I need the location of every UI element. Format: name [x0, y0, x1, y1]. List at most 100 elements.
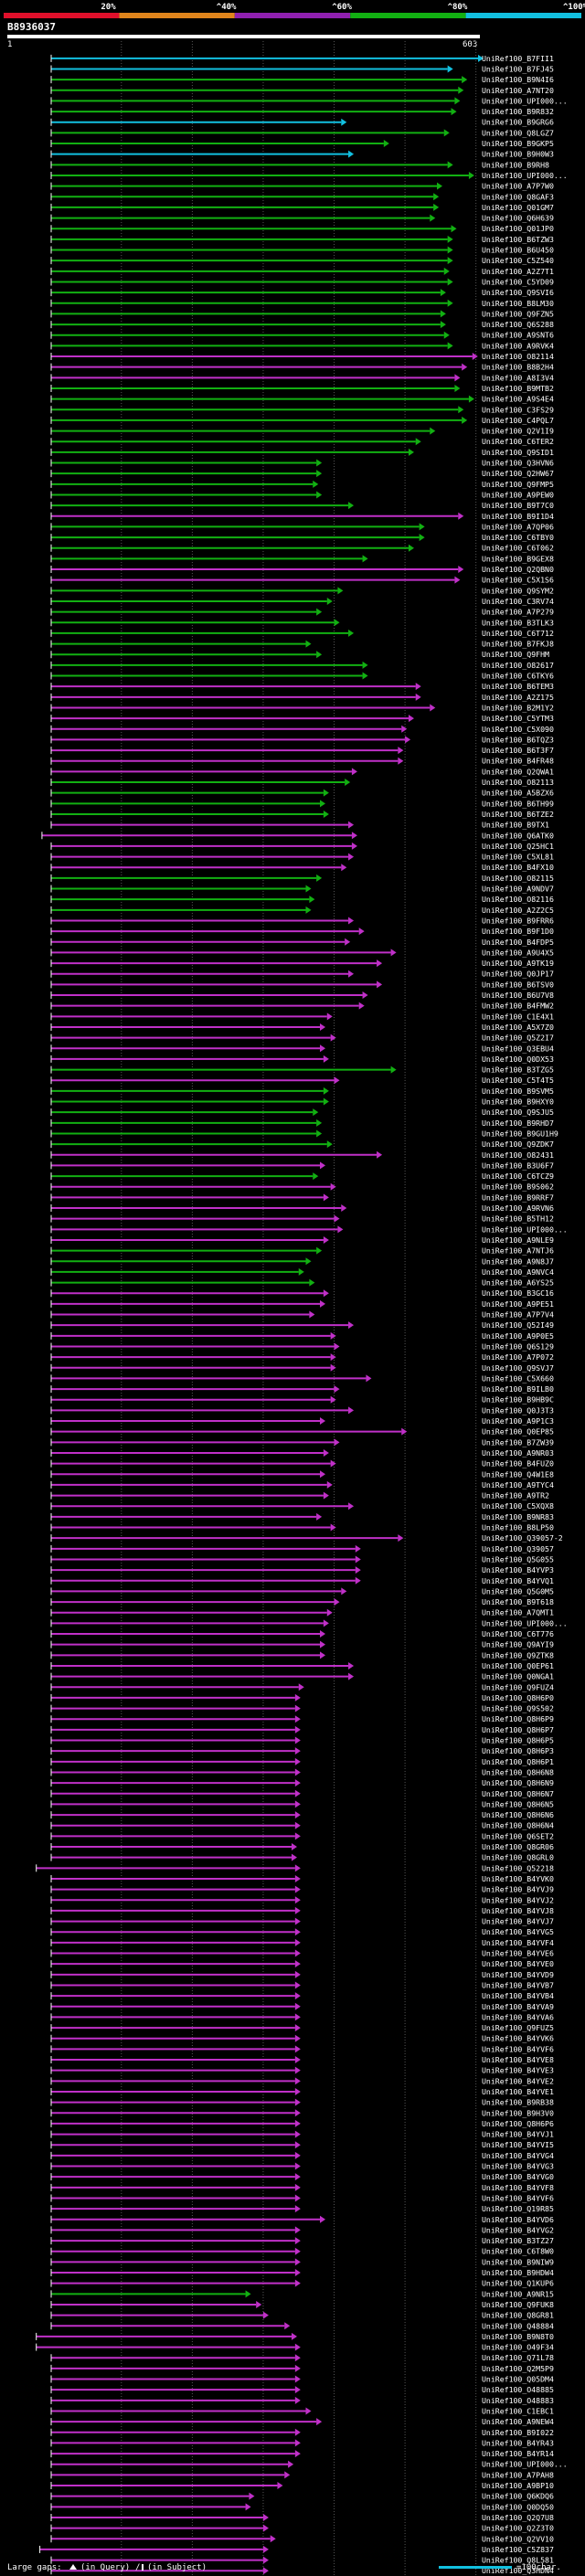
hit-label: UniRef100_A5BZX6	[482, 789, 554, 798]
hit-end-arrow	[377, 959, 383, 968]
hit-end-arrow	[294, 2098, 301, 2106]
hit-label: UniRef100_Q9SID1	[482, 448, 554, 457]
hit-end-arrow	[454, 97, 461, 105]
hit-label: UniRef100_C6T776	[482, 1629, 554, 1638]
hit-label: UniRef100_Q52I49	[482, 1320, 554, 1330]
hit-label: UniRef100_B8B2H4	[482, 363, 554, 372]
hit-label: UniRef100_B4YVJ1	[482, 2130, 554, 2139]
hit-label: UniRef100_B9T618	[482, 1597, 554, 1606]
hit-label: UniRef100_B4YVD9	[482, 1970, 554, 1979]
hit-label: UniRef100_Q48884	[482, 2321, 554, 2330]
hit-end-arrow	[358, 1002, 365, 1010]
hit-label: UniRef100_C6T062	[482, 544, 554, 553]
hit-end-arrow	[443, 331, 450, 339]
hit-label: UniRef100_B9TX1	[482, 821, 549, 830]
hit-label: UniRef100_B7ZW39	[482, 1437, 554, 1447]
hit-end-arrow	[294, 2119, 301, 2127]
hit-label: UniRef100_Q8H6N7	[482, 1789, 554, 1798]
hit-end-arrow	[294, 1949, 301, 1957]
hit-end-arrow	[316, 491, 323, 499]
hit-end-arrow	[320, 1470, 326, 1479]
hit-end-arrow	[320, 1417, 326, 1426]
hit-label: UniRef100_A7P072	[482, 1352, 554, 1362]
hit-end-arrow	[294, 2013, 301, 2021]
hit-end-arrow	[294, 2450, 301, 2458]
hit-label: UniRef100_B8LP50	[482, 1523, 554, 1532]
hit-end-arrow	[330, 1353, 336, 1362]
hit-label: UniRef100_B4YR14	[482, 2449, 554, 2458]
legend-slash: /	[135, 2563, 140, 2572]
hit-end-arrow	[341, 1587, 347, 1595]
hit-end-arrow	[447, 342, 453, 350]
hit-label: UniRef100_Q9SJU5	[482, 1108, 554, 1117]
hit-end-arrow	[313, 480, 319, 488]
hit-label: UniRef100_B4YVE1	[482, 2087, 554, 2096]
hit-end-arrow	[262, 2513, 269, 2521]
hit-label: UniRef100_A9NR15	[482, 2289, 554, 2298]
hit-end-arrow	[454, 374, 461, 382]
hit-end-arrow	[330, 1523, 336, 1532]
hit-label: UniRef100_A9BP10	[482, 2481, 554, 2490]
hit-end-arrow	[320, 1640, 326, 1648]
hit-label: UniRef100_Q0DX53	[482, 1055, 554, 1064]
hit-end-arrow	[326, 1480, 333, 1489]
hit-label: UniRef100_O49F34	[482, 2343, 554, 2352]
hit-label: UniRef100_C5XL81	[482, 853, 554, 862]
hit-label: UniRef100_B9I022	[482, 2428, 554, 2437]
hit-label: UniRef100_Q8H6P6	[482, 2119, 554, 2128]
hit-label: UniRef100_B9SVM5	[482, 1087, 554, 1096]
hit-label: UniRef100_B4YVG0	[482, 2172, 554, 2181]
hit-end-arrow	[305, 885, 312, 893]
hit-end-arrow	[323, 1055, 329, 1063]
hit-label: UniRef100_B9NR83	[482, 1512, 554, 1521]
hit-end-arrow	[305, 1257, 312, 1266]
hit-end-arrow	[294, 2439, 301, 2447]
hit-label: UniRef100_Q9FHM	[482, 650, 549, 659]
hit-label: UniRef100_Q2QBN0	[482, 565, 554, 574]
hit-end-arrow	[294, 1715, 301, 1723]
hit-label: UniRef100_Q0JP17	[482, 970, 554, 979]
hit-end-arrow	[309, 896, 315, 904]
hit-label: UniRef100_Q8GR81	[482, 2311, 554, 2320]
hit-end-arrow	[326, 1608, 333, 1617]
hit-label: UniRef100_B3GC16	[482, 1288, 554, 1298]
hit-label: UniRef100_Q9ZTK8	[482, 1650, 554, 1659]
hit-label: UniRef100_B9H0W3	[482, 150, 554, 159]
hit-end-arrow	[294, 1768, 301, 1776]
hit-end-arrow	[294, 2151, 301, 2159]
hit-label: UniRef100_B9HXY0	[482, 1097, 554, 1107]
hit-label: UniRef100_Q01JP0	[482, 224, 554, 233]
hit-end-arrow	[355, 1555, 361, 1564]
hit-label: UniRef100_UPI000...	[482, 1224, 568, 1234]
hit-label: UniRef100_B4YVQ1	[482, 1576, 554, 1585]
hit-label: UniRef100_A7QP06	[482, 522, 554, 531]
hit-end-arrow	[262, 2567, 269, 2575]
hit-label: UniRef100_A9RVN6	[482, 1203, 554, 1213]
hit-label: UniRef100_B4YVE2	[482, 2076, 554, 2085]
hit-end-arrow	[294, 1960, 301, 1968]
hit-end-arrow	[337, 1225, 344, 1234]
hit-end-arrow	[415, 693, 421, 701]
hit-end-arrow	[320, 2215, 326, 2223]
hit-end-arrow	[323, 1193, 329, 1202]
identity-bar-segment	[4, 13, 120, 18]
hit-end-arrow	[472, 353, 478, 361]
hit-end-arrow	[443, 129, 450, 137]
hit-end-arrow	[398, 1534, 404, 1542]
hit-end-arrow	[337, 587, 344, 595]
identity-bar-segment	[350, 13, 466, 18]
hit-end-arrow	[305, 2407, 312, 2415]
hit-end-arrow	[478, 54, 484, 62]
hit-label: UniRef100_Q6ATK0	[482, 831, 554, 840]
hit-label: UniRef100_A9RVK4	[482, 341, 554, 350]
hit-end-arrow	[298, 1683, 304, 1691]
hit-label: UniRef100_C3RV74	[482, 597, 554, 606]
hit-end-arrow	[454, 576, 461, 584]
hit-end-arrow	[401, 725, 408, 733]
hit-label: UniRef100_B9ILB0	[482, 1384, 554, 1394]
hit-end-arrow	[294, 2024, 301, 2032]
hit-end-arrow	[334, 1076, 340, 1085]
scale-label: ^40%	[217, 3, 237, 12]
hit-label: UniRef100_Q8H6P9	[482, 1714, 554, 1723]
hit-end-arrow	[345, 938, 351, 946]
